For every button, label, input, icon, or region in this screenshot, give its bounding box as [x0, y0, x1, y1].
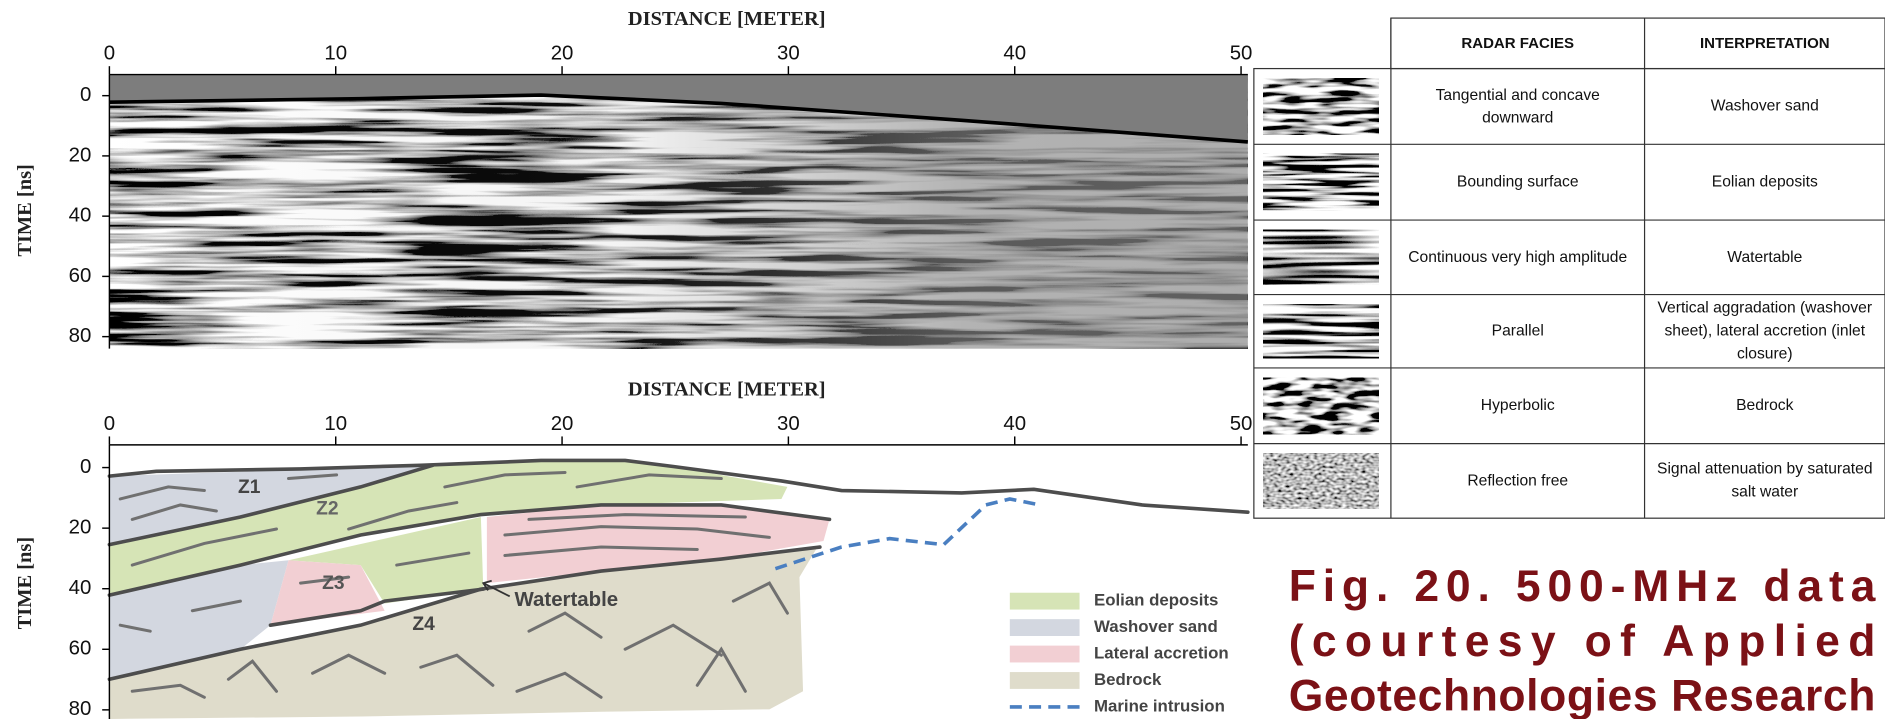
- facies-thumbnail: [1263, 304, 1378, 358]
- cell-text: Watertable: [1645, 220, 1885, 295]
- x-tick-label: 10: [324, 43, 347, 65]
- legend-swatch: [1010, 619, 1080, 636]
- facies-thumbnail: [1263, 378, 1378, 435]
- y-tick-label: 60: [69, 265, 92, 287]
- y-tick-label: 20: [69, 517, 92, 539]
- x-tick-label: 40: [1003, 43, 1026, 65]
- cell-text: Washover sand: [1645, 69, 1885, 145]
- x-tick-label: 10: [324, 413, 347, 435]
- facies-thumbnail: [1263, 230, 1378, 285]
- legend-label: Lateral accretion: [1094, 643, 1229, 662]
- y-tick-label: 0: [80, 84, 91, 106]
- zone-label: Z3: [322, 573, 344, 594]
- x-axis-title: DISTANCE [METER]: [628, 8, 826, 30]
- table-cell: Continuous very high amplitude: [1391, 220, 1645, 295]
- cell-text: Reflection free: [1391, 444, 1645, 519]
- zone-label: Z4: [412, 614, 435, 635]
- facies-thumbnail: [1263, 154, 1378, 211]
- y-tick-label: 40: [69, 577, 92, 599]
- zone-label: Z2: [316, 499, 338, 520]
- cell-text: Parallel: [1391, 295, 1645, 368]
- table-cell: Hyperbolic: [1391, 368, 1645, 444]
- y-tick-label: 80: [69, 698, 92, 719]
- y-axis-title: TIME [ns]: [14, 537, 36, 629]
- y-tick-label: 80: [69, 325, 92, 347]
- table-cell: Vertical aggradation (washover sheet), l…: [1645, 295, 1885, 368]
- cell-text: RADAR FACIES: [1391, 18, 1645, 68]
- x-tick-label: 30: [777, 43, 800, 65]
- x-tick-label: 40: [1003, 413, 1026, 435]
- table-cell: Watertable: [1645, 220, 1885, 295]
- y-tick-label: 40: [69, 205, 92, 227]
- cell-text: Tangential and concave downward: [1391, 69, 1645, 145]
- table-cell: Signal attenuation by saturated salt wat…: [1645, 444, 1885, 519]
- cell-text: Continuous very high amplitude: [1391, 220, 1645, 295]
- y-tick-label: 60: [69, 638, 92, 660]
- table-cell: Parallel: [1391, 295, 1645, 368]
- table-cell: Reflection free: [1391, 444, 1645, 519]
- figure: Z1 Z2 Z3 Z4 Watertable DISTANCE [METER] T…: [0, 0, 1885, 719]
- cell-text: Hyperbolic: [1391, 368, 1645, 444]
- page: {"chart_data": [ {"type": "radargram", "…: [0, 0, 1885, 719]
- table-cell: Eolian deposits: [1645, 144, 1885, 220]
- table-cell: Bedrock: [1645, 368, 1885, 444]
- legend-swatch: [1010, 593, 1080, 610]
- legend-label: Marine intrusion: [1094, 696, 1225, 715]
- x-axis-title: DISTANCE [METER]: [628, 378, 826, 400]
- zone-label: Z1: [238, 477, 261, 498]
- legend-swatch: [1010, 672, 1080, 689]
- cell-text: Bedrock: [1645, 368, 1885, 444]
- cell-text: Bounding surface: [1391, 144, 1645, 220]
- x-tick-label: 50: [1230, 413, 1253, 435]
- caption-line: Geotechnologies Research: [1289, 672, 1876, 719]
- y-tick-label: 20: [69, 144, 92, 166]
- x-tick-label: 50: [1230, 43, 1253, 65]
- table-header-cell: INTERPRETATION: [1645, 18, 1885, 68]
- table-cell: Bounding surface: [1391, 144, 1645, 220]
- cell-text: Signal attenuation by saturated salt wat…: [1645, 444, 1885, 519]
- caption-line: Fig. 20. 500-MHz data: [1289, 562, 1877, 611]
- legend-label: Washover sand: [1094, 617, 1218, 636]
- caption-line: (courtesy of Applied: [1289, 617, 1876, 666]
- legend-label: Eolian deposits: [1094, 591, 1218, 610]
- x-tick-label: 0: [104, 413, 115, 435]
- table-cell: Tangential and concave downward: [1391, 69, 1645, 145]
- legend-swatch: [1010, 646, 1080, 663]
- x-tick-label: 30: [777, 413, 800, 435]
- x-tick-label: 0: [104, 43, 115, 65]
- legend-label: Bedrock: [1094, 670, 1162, 689]
- y-axis-title: TIME [ns]: [14, 164, 36, 256]
- table-cell: Washover sand: [1645, 69, 1885, 145]
- x-tick-label: 20: [551, 43, 574, 65]
- facies-thumbnail: [1263, 78, 1378, 135]
- cell-text: Eolian deposits: [1645, 144, 1885, 220]
- y-tick-label: 0: [80, 456, 91, 478]
- radargram-image: [109, 75, 1247, 349]
- table-header-cell: RADAR FACIES: [1391, 18, 1645, 68]
- cell-text: Vertical aggradation (washover sheet), l…: [1645, 295, 1885, 368]
- watertable-label: Watertable: [515, 589, 619, 611]
- x-tick-label: 20: [551, 413, 574, 435]
- cell-text: INTERPRETATION: [1645, 18, 1885, 68]
- facies-thumbnail: [1263, 453, 1378, 508]
